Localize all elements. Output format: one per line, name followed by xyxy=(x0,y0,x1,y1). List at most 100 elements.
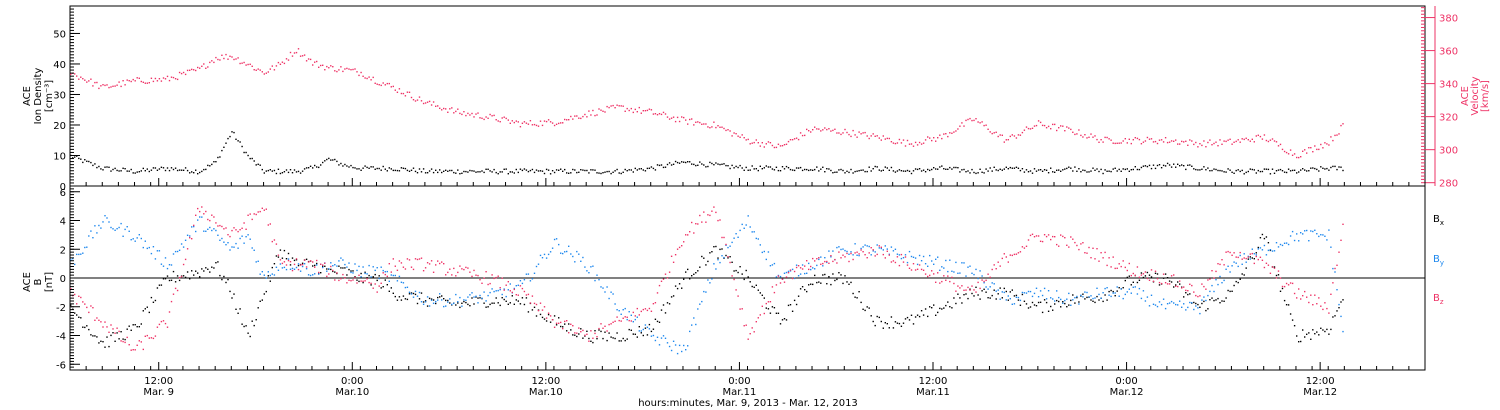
density-point xyxy=(799,166,802,169)
bx-point xyxy=(1300,340,1302,343)
density-point xyxy=(866,170,868,173)
bx-point xyxy=(648,323,651,326)
by-point xyxy=(767,251,770,253)
bz-point xyxy=(785,276,788,278)
velocity-point xyxy=(283,62,286,65)
bz-point xyxy=(1108,257,1110,259)
density-point xyxy=(130,168,132,171)
bz-point xyxy=(505,284,507,286)
by-point xyxy=(1285,242,1288,244)
velocity-point xyxy=(1045,127,1048,129)
by-point xyxy=(1130,292,1132,294)
by-point xyxy=(1100,297,1102,299)
by-point xyxy=(189,235,191,237)
velocity-point xyxy=(227,58,229,60)
velocity-point xyxy=(426,101,429,103)
velocity-point xyxy=(961,122,963,124)
density-point xyxy=(1170,166,1173,168)
by-point xyxy=(1054,300,1056,302)
bz-point xyxy=(1013,253,1016,256)
bz-point xyxy=(1293,292,1296,295)
bz-point xyxy=(1237,256,1239,259)
bz-point xyxy=(576,332,578,334)
bx-point xyxy=(412,292,415,295)
bx-point xyxy=(1316,331,1318,333)
density-point xyxy=(1306,170,1308,172)
bx-point xyxy=(263,293,265,295)
time-axis-date-label: Mar. 9 xyxy=(143,387,174,398)
by-point xyxy=(888,253,890,255)
velocity-point xyxy=(1173,140,1175,142)
velocity-point xyxy=(656,114,659,116)
velocity-point xyxy=(719,126,721,128)
velocity-point xyxy=(691,118,693,120)
density-point xyxy=(918,168,921,170)
velocity-point xyxy=(390,86,392,88)
bz-point xyxy=(1076,244,1078,247)
bx-point xyxy=(386,284,388,286)
by-point xyxy=(963,262,965,264)
bx-point xyxy=(783,318,786,320)
by-point xyxy=(267,271,269,273)
velocity-point xyxy=(505,117,507,120)
velocity-point xyxy=(1320,143,1322,146)
density-point xyxy=(654,169,657,171)
density-point xyxy=(1330,166,1332,169)
velocity-point xyxy=(1243,138,1245,141)
by-point xyxy=(102,221,104,223)
velocity-point xyxy=(806,128,808,131)
velocity-point xyxy=(699,121,701,124)
bz-point xyxy=(949,280,951,283)
bx-point xyxy=(251,320,253,322)
density-point xyxy=(354,167,356,169)
velocity-point xyxy=(509,122,511,124)
density-point xyxy=(380,169,382,171)
velocity-point xyxy=(110,86,112,88)
velocity-point xyxy=(1201,144,1203,147)
velocity-point xyxy=(749,143,751,145)
by-point xyxy=(628,311,630,313)
bx-point xyxy=(1126,276,1128,279)
bz-point xyxy=(342,273,344,276)
velocity-point xyxy=(927,136,929,138)
bx-point xyxy=(1098,299,1100,301)
bx-point xyxy=(92,335,94,337)
by-point xyxy=(1150,294,1153,296)
density-point xyxy=(473,170,475,172)
density-point xyxy=(170,167,173,169)
bz-point xyxy=(648,307,651,310)
velocity-point xyxy=(1187,144,1189,146)
by-point xyxy=(935,258,937,260)
velocity-point xyxy=(1251,138,1253,140)
bz-point xyxy=(1070,236,1072,238)
by-point xyxy=(870,254,872,256)
by-point xyxy=(1267,249,1270,252)
time-axis-date-label: Mar.10 xyxy=(335,387,369,398)
density-point xyxy=(301,170,304,172)
bz-point xyxy=(503,289,505,291)
bz-point xyxy=(1094,258,1096,260)
velocity-point xyxy=(293,52,296,54)
velocity-point xyxy=(769,142,772,144)
density-point xyxy=(1225,171,1227,173)
by-point xyxy=(1110,295,1112,298)
velocity-point xyxy=(1035,124,1038,127)
bz-point xyxy=(150,337,153,339)
velocity-point xyxy=(160,80,163,82)
density-point xyxy=(253,160,255,162)
velocity-point xyxy=(947,135,949,138)
bx-point xyxy=(598,329,600,331)
bx-point xyxy=(1039,301,1042,303)
density-point xyxy=(715,162,717,164)
bx-point xyxy=(1124,279,1126,282)
velocity-point xyxy=(860,133,862,135)
bx-point xyxy=(872,320,874,323)
bx-point xyxy=(1283,299,1286,302)
density-point xyxy=(594,169,596,171)
by-point xyxy=(110,226,112,229)
density-point xyxy=(1092,167,1094,169)
velocity-point xyxy=(515,120,517,122)
velocity-point xyxy=(755,139,757,141)
bz-point xyxy=(1281,285,1284,288)
velocity-point xyxy=(100,85,102,87)
